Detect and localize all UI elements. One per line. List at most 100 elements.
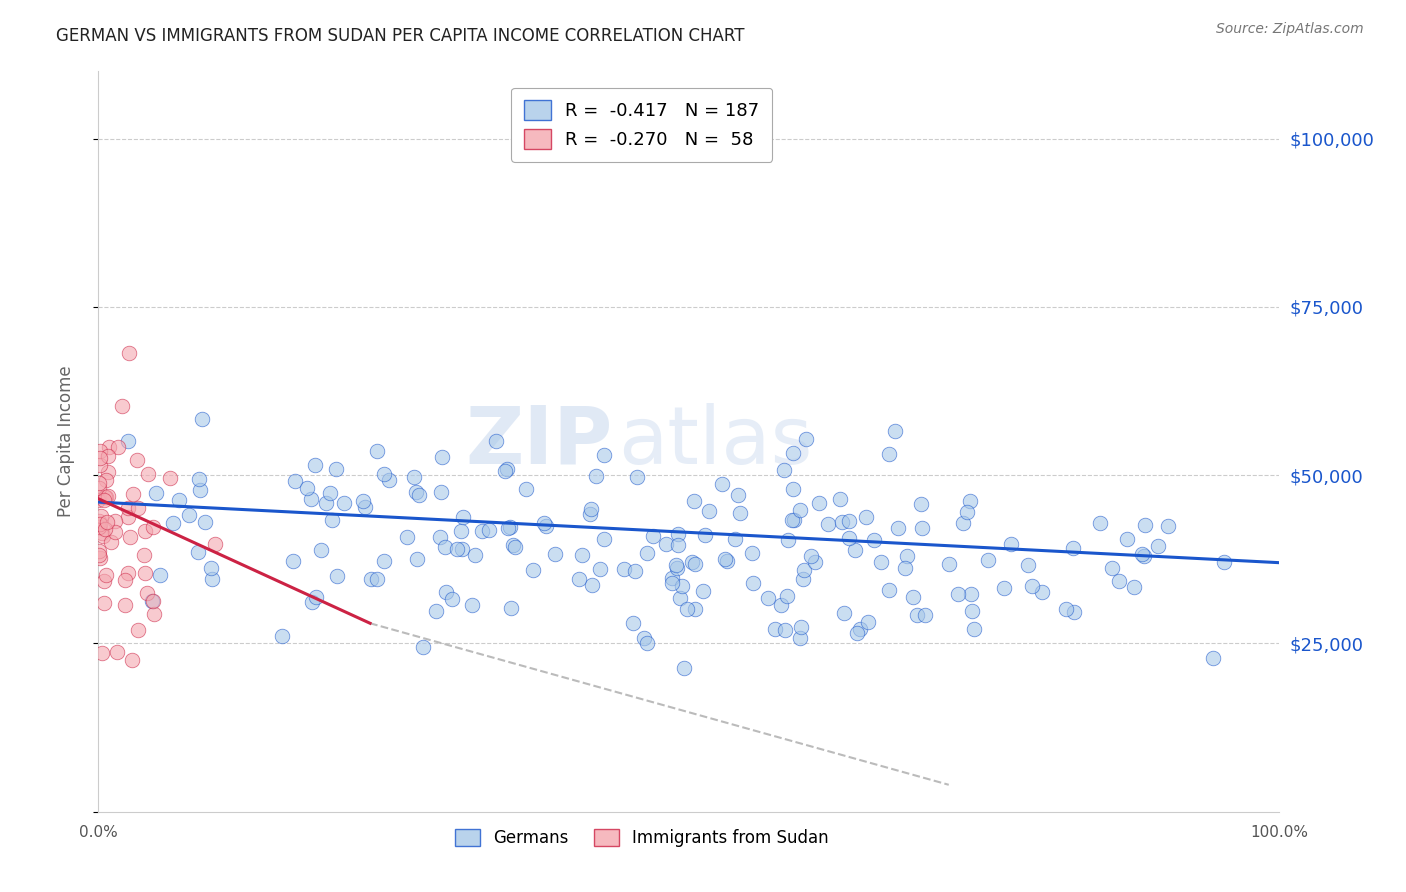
- Germans: [284, 474, 307, 488]
- Germans: [430, 485, 453, 500]
- Immigrants from Sudan: [96, 490, 118, 504]
- Germans: [568, 572, 591, 586]
- Germans: [959, 494, 981, 508]
- Germans: [440, 592, 463, 607]
- Germans: [844, 543, 866, 558]
- Germans: [309, 543, 332, 558]
- Germans: [692, 583, 714, 598]
- Germans: [960, 604, 983, 618]
- Germans: [1054, 602, 1077, 616]
- Germans: [804, 555, 827, 569]
- Germans: [406, 552, 429, 566]
- Germans: [373, 467, 395, 481]
- Germans: [643, 529, 665, 543]
- Germans: [281, 554, 304, 568]
- Germans: [315, 496, 337, 510]
- Immigrants from Sudan: [121, 652, 143, 666]
- Text: GERMAN VS IMMIGRANTS FROM SUDAN PER CAPITA INCOME CORRELATION CHART: GERMAN VS IMMIGRANTS FROM SUDAN PER CAPI…: [56, 27, 745, 45]
- Immigrants from Sudan: [114, 598, 136, 612]
- Germans: [776, 589, 799, 603]
- Germans: [849, 622, 872, 636]
- Germans: [794, 432, 817, 446]
- Germans: [776, 533, 799, 547]
- Germans: [325, 569, 347, 583]
- Germans: [1147, 539, 1170, 553]
- Germans: [626, 469, 648, 483]
- Immigrants from Sudan: [89, 443, 111, 458]
- Germans: [905, 608, 928, 623]
- Germans: [671, 579, 693, 593]
- Germans: [661, 571, 683, 585]
- Germans: [503, 540, 526, 554]
- Immigrants from Sudan: [127, 623, 149, 637]
- Immigrants from Sudan: [90, 646, 112, 660]
- Germans: [792, 572, 814, 586]
- Germans: [571, 548, 593, 562]
- Germans: [1017, 558, 1039, 573]
- Immigrants from Sudan: [138, 467, 160, 481]
- Germans: [993, 581, 1015, 595]
- Germans: [295, 481, 318, 495]
- Germans: [793, 563, 815, 577]
- Germans: [910, 497, 932, 511]
- Germans: [141, 594, 163, 608]
- Germans: [1062, 541, 1084, 555]
- Germans: [188, 483, 211, 498]
- Germans: [807, 495, 830, 509]
- Germans: [669, 591, 692, 605]
- Germans: [405, 484, 427, 499]
- Germans: [845, 626, 868, 640]
- Immigrants from Sudan: [89, 550, 111, 565]
- Germans: [321, 513, 343, 527]
- Germans: [1157, 519, 1180, 533]
- Germans: [201, 572, 224, 586]
- Germans: [710, 476, 733, 491]
- Germans: [893, 561, 915, 575]
- Germans: [817, 516, 839, 531]
- Germans: [1108, 574, 1130, 588]
- Germans: [332, 496, 354, 510]
- Germans: [446, 541, 468, 556]
- Germans: [672, 660, 695, 674]
- Immigrants from Sudan: [93, 492, 115, 507]
- Germans: [901, 590, 924, 604]
- Immigrants from Sudan: [204, 537, 226, 551]
- Immigrants from Sudan: [104, 525, 127, 540]
- Germans: [378, 473, 401, 487]
- Germans: [830, 492, 852, 507]
- Germans: [579, 508, 602, 522]
- Germans: [149, 568, 172, 582]
- Germans: [412, 640, 434, 655]
- Immigrants from Sudan: [118, 346, 141, 360]
- Germans: [461, 598, 484, 612]
- Germans: [366, 443, 388, 458]
- Germans: [782, 513, 804, 527]
- Germans: [952, 516, 974, 531]
- Germans: [429, 530, 451, 544]
- Germans: [716, 553, 738, 567]
- Germans: [464, 548, 486, 562]
- Germans: [536, 519, 558, 533]
- Immigrants from Sudan: [97, 449, 120, 463]
- Germans: [1133, 517, 1156, 532]
- Immigrants from Sudan: [87, 493, 110, 508]
- Germans: [896, 549, 918, 563]
- Immigrants from Sudan: [87, 544, 110, 558]
- Text: ZIP: ZIP: [465, 402, 612, 481]
- Germans: [1115, 532, 1137, 546]
- Germans: [194, 515, 217, 529]
- Germans: [162, 516, 184, 530]
- Germans: [485, 434, 508, 448]
- Germans: [946, 587, 969, 601]
- Germans: [655, 537, 678, 551]
- Immigrants from Sudan: [89, 450, 111, 465]
- Immigrants from Sudan: [103, 514, 125, 528]
- Germans: [724, 532, 747, 546]
- Immigrants from Sudan: [97, 465, 120, 479]
- Germans: [425, 604, 447, 618]
- Germans: [325, 462, 347, 476]
- Germans: [436, 585, 458, 599]
- Germans: [763, 622, 786, 636]
- Immigrants from Sudan: [122, 487, 145, 501]
- Germans: [373, 553, 395, 567]
